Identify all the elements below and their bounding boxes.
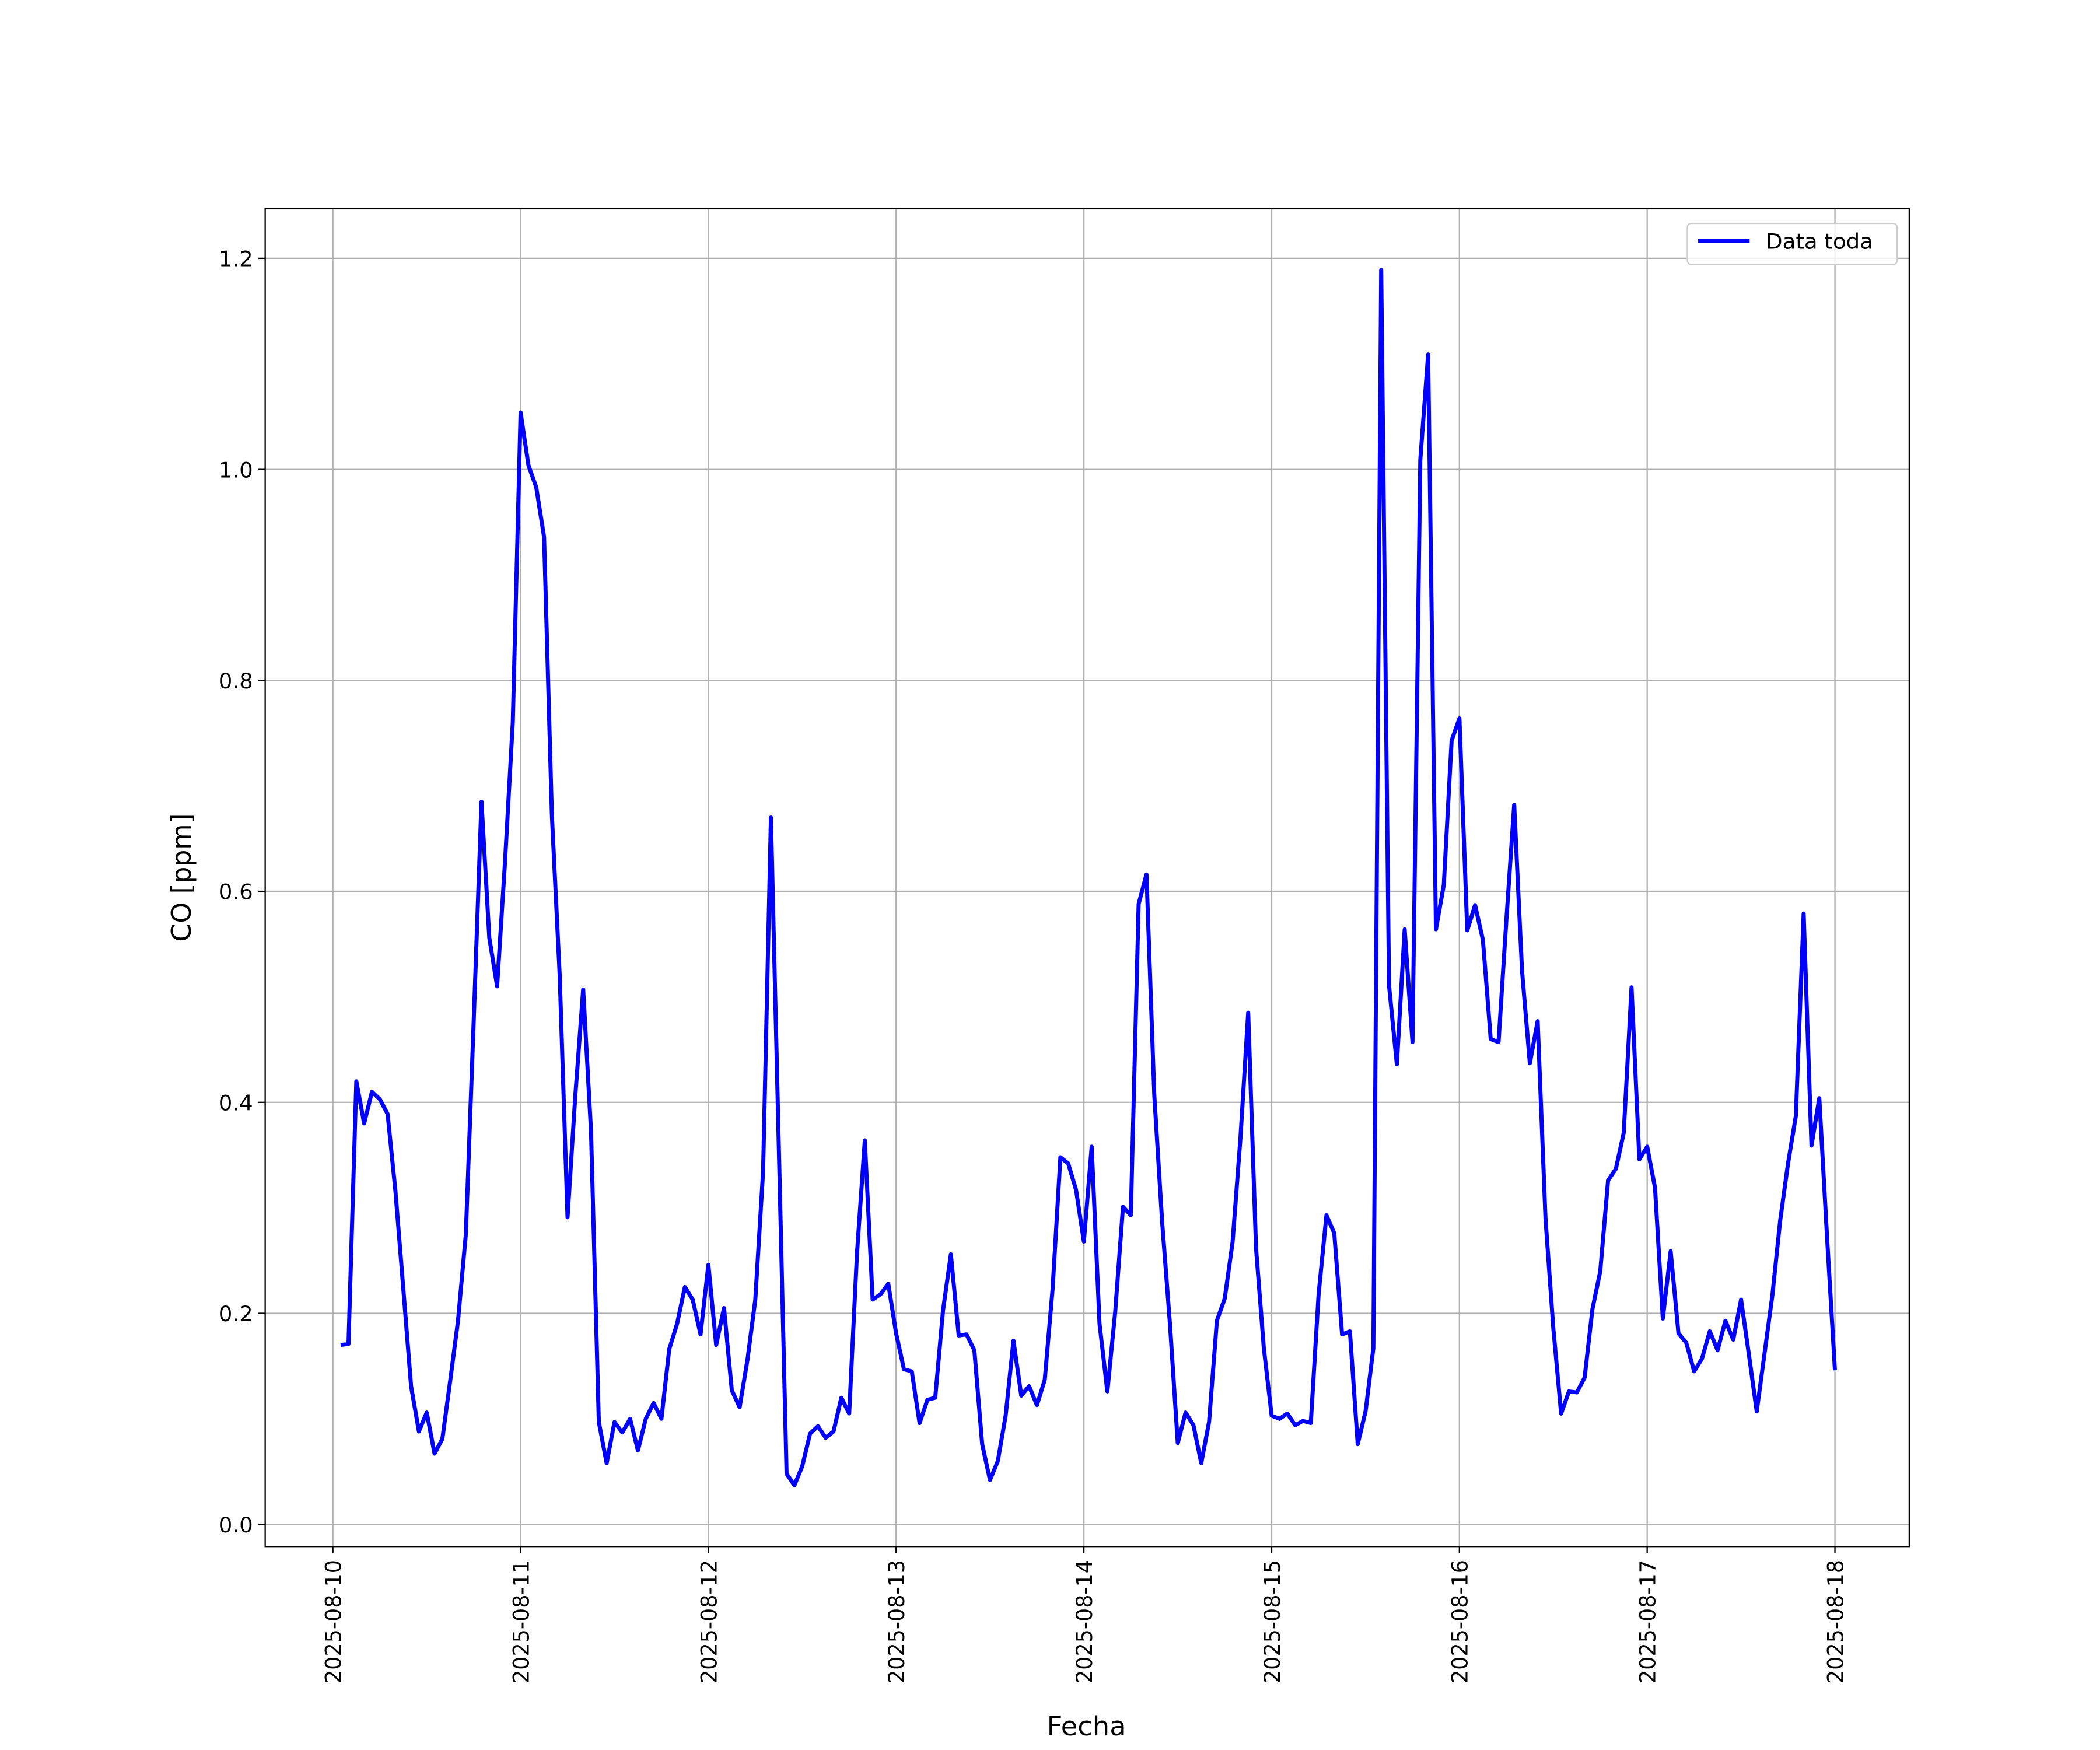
y-tick-label: 1.2 [219, 247, 253, 272]
x-tick-label: 2025-08-18 [1823, 1560, 1848, 1684]
x-tick-label: 2025-08-15 [1260, 1560, 1285, 1684]
data-line [340, 268, 1837, 1488]
x-tick-label: 2025-08-12 [696, 1560, 722, 1684]
x-tick-label: 2025-08-16 [1447, 1560, 1472, 1684]
x-tick-label: 2025-08-10 [321, 1560, 346, 1684]
x-axis-label: Fecha [1047, 1710, 1126, 1742]
y-tick-label: 0.0 [219, 1513, 253, 1538]
y-tick-label: 0.8 [219, 668, 253, 694]
y-tick-label: 0.4 [219, 1091, 253, 1116]
y-axis-label: CO [ppm] [166, 814, 197, 942]
y-tick-label: 0.6 [219, 880, 253, 905]
plot-frame [264, 208, 1910, 1548]
legend-box [1686, 222, 1898, 265]
x-tick-label: 2025-08-13 [884, 1560, 909, 1684]
x-tick-label: 2025-08-14 [1072, 1560, 1097, 1684]
x-tick-label: 2025-08-17 [1635, 1560, 1660, 1684]
x-tick-label: 2025-08-11 [509, 1560, 534, 1684]
legend: Data toda [1686, 222, 1898, 265]
legend-label: Data toda [1766, 229, 1873, 254]
y-tick-label: 0.2 [219, 1301, 253, 1326]
y-tick-label: 1.0 [219, 458, 253, 483]
